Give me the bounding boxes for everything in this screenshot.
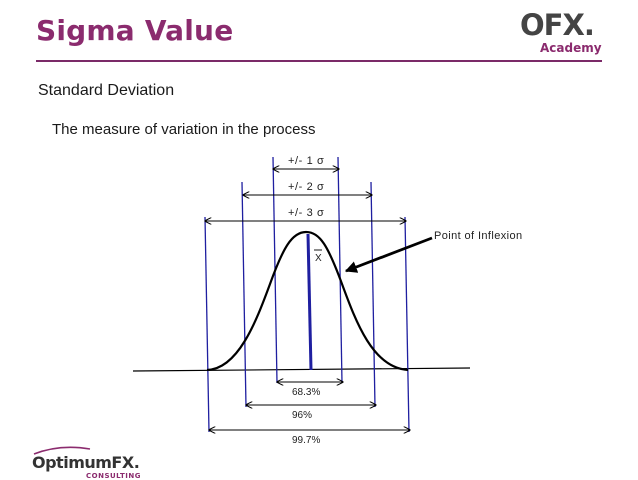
minus-2-sigma-line xyxy=(241,181,247,408)
ofx-academy-logo: OFX. Academy xyxy=(520,8,608,60)
coverage-96-label: 96% xyxy=(292,410,312,421)
optimumfx-consulting-logo: OptimumFX. CONSULTING xyxy=(32,446,152,480)
coverage-68-label: 68.3% xyxy=(292,387,320,398)
mean-line xyxy=(306,233,313,371)
ofx-logo-wordmark: OFX. xyxy=(520,8,595,42)
two-sigma-label: +/- 2 σ xyxy=(288,181,324,193)
ofx-logo-dot: . xyxy=(583,8,595,42)
ofx-logo-academy: Academy xyxy=(540,41,602,55)
mean-label: X xyxy=(315,253,322,264)
sigma-range-labels: +/- 1 σ +/- 2 σ +/- 3 σ xyxy=(288,155,324,219)
plus-1-sigma-line xyxy=(337,156,343,384)
three-sigma-label: +/- 3 σ xyxy=(288,207,324,219)
one-sigma-label: +/- 1 σ xyxy=(288,155,324,167)
coverage-labels: 68.3% 96% 99.7% xyxy=(292,387,320,446)
inflexion-arrow xyxy=(344,236,433,273)
optimum-logo-name: OptimumFX. xyxy=(32,453,140,472)
subtitle: Standard Deviation xyxy=(38,82,175,99)
ofx-logo-text: OFX xyxy=(520,8,585,42)
coverage-997-label: 99.7% xyxy=(292,435,320,446)
sigma-range-arrows xyxy=(205,169,406,221)
description: The measure of variation in the process xyxy=(52,121,316,138)
optimum-swoosh-icon xyxy=(33,446,91,455)
slide-title: Sigma Value xyxy=(36,14,234,47)
plus-2-sigma-line xyxy=(370,181,376,408)
minus-3-sigma-line xyxy=(204,216,210,433)
title-divider xyxy=(36,60,602,62)
optimum-logo-consulting: CONSULTING xyxy=(86,472,141,480)
baseline-axis xyxy=(132,367,471,372)
bell-curve xyxy=(206,230,409,372)
coverage-arrows xyxy=(209,382,410,430)
inflexion-label: Point of Inflexion xyxy=(434,230,523,242)
plus-3-sigma-line xyxy=(404,216,410,433)
